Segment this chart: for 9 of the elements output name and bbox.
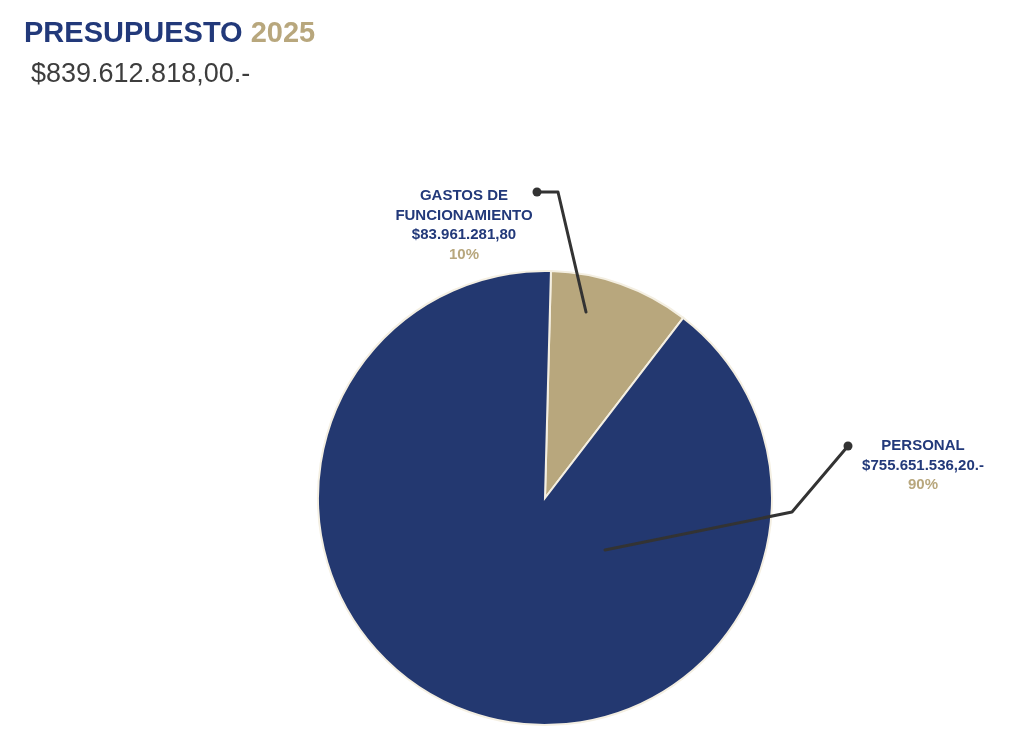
data-label: $755.651.536,20.-: [862, 455, 984, 473]
text: 10%: [448, 244, 480, 262]
pie-slice: [317, 270, 773, 726]
slice-label: GASTOS DE FUNCIONAMIENTO: [395, 186, 533, 223]
text: 90%: [907, 475, 939, 492]
slice-label: PERSONAL: [881, 436, 965, 453]
chart-subtitle: $839.612.818,00.-: [31, 57, 251, 90]
data-label: $83.961.281,80: [411, 225, 517, 242]
chart-title: PRESUPUESTO 2025: [24, 16, 316, 48]
